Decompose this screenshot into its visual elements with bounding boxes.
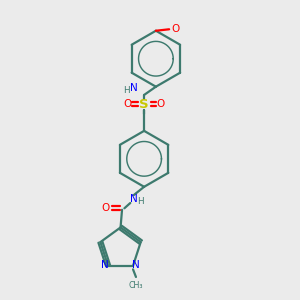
Text: N: N [130, 83, 138, 93]
Text: O: O [101, 203, 110, 213]
Text: H: H [123, 86, 130, 95]
Text: N: N [101, 260, 109, 270]
Text: O: O [156, 99, 164, 110]
Text: H: H [137, 197, 144, 206]
Text: S: S [139, 98, 149, 111]
Text: CH₃: CH₃ [129, 281, 143, 290]
Text: O: O [124, 99, 132, 110]
Text: N: N [130, 194, 138, 205]
Text: N: N [132, 260, 140, 270]
Text: O: O [171, 24, 179, 34]
